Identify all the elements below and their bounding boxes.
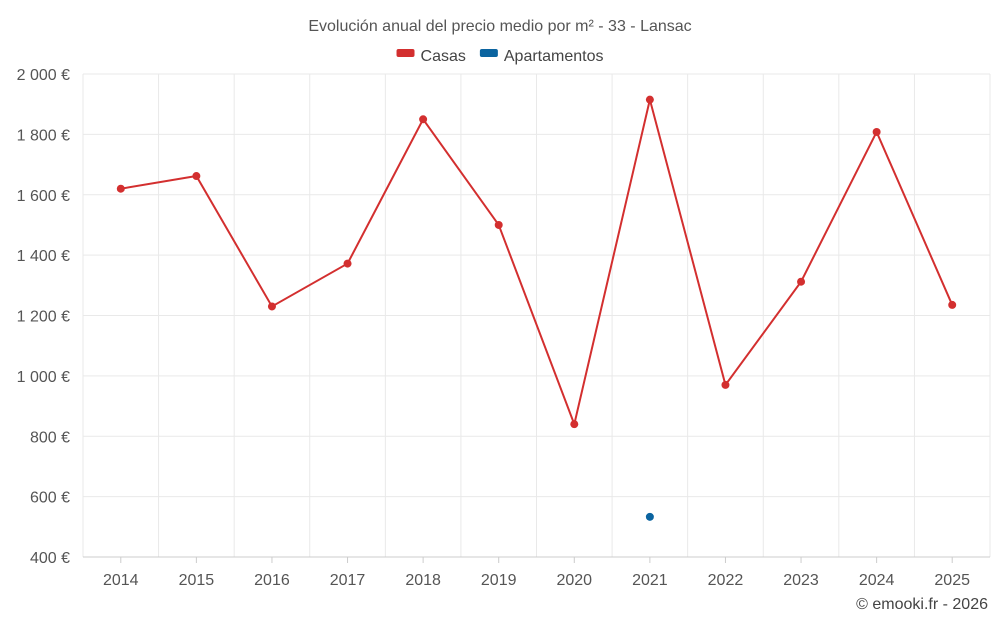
data-point-casas[interactable] xyxy=(343,259,352,268)
y-tick-label: 800 € xyxy=(30,429,70,446)
legend: Casas Apartamentos xyxy=(396,48,604,65)
y-tick-label: 1 400 € xyxy=(17,248,70,265)
data-point-casas[interactable] xyxy=(797,277,806,286)
credit-text: © emooki.fr - 2026 xyxy=(856,596,988,613)
data-point-casas[interactable] xyxy=(267,302,276,311)
x-tick-label: 2019 xyxy=(481,572,517,589)
y-tick-label: 1 800 € xyxy=(17,127,70,144)
x-tick-label: 2020 xyxy=(556,572,592,589)
x-tick-label: 2025 xyxy=(934,572,970,589)
data-point-casas[interactable] xyxy=(721,380,730,389)
series-casas xyxy=(116,95,957,429)
series-apartamentos xyxy=(645,512,654,521)
grid xyxy=(82,73,991,557)
x-tick-label: 2018 xyxy=(405,572,441,589)
x-tick-label: 2016 xyxy=(254,572,290,589)
x-tick-label: 2017 xyxy=(330,572,366,589)
data-point-apartamentos[interactable] xyxy=(645,512,654,521)
data-point-casas[interactable] xyxy=(192,172,201,181)
legend-label-casas[interactable]: Casas xyxy=(421,48,466,65)
axes: 400 € 600 € 800 € 1 000 € 1 200 € 1 400 € 1 60… xyxy=(17,67,990,589)
data-point-casas[interactable] xyxy=(419,115,428,124)
chart-title: Evolución anual del precio medio por m² … xyxy=(308,18,691,35)
data-point-casas[interactable] xyxy=(948,300,957,309)
data-point-casas[interactable] xyxy=(494,220,503,229)
x-tick-label: 2023 xyxy=(783,572,819,589)
y-tick-label: 1 000 € xyxy=(17,369,70,386)
series-line-casas xyxy=(120,99,954,428)
x-tick-label: 2021 xyxy=(632,572,668,589)
data-point-casas[interactable] xyxy=(872,127,881,136)
x-tick-label: 2022 xyxy=(708,572,744,589)
y-tick-label: 400 € xyxy=(30,550,70,567)
legend-swatch-casas[interactable] xyxy=(396,49,415,57)
series-layer xyxy=(116,95,957,521)
y-tick-label: 600 € xyxy=(30,490,70,507)
legend-swatch-apartamentos[interactable] xyxy=(479,49,498,57)
data-point-casas[interactable] xyxy=(570,420,579,429)
legend-label-apartamentos[interactable]: Apartamentos xyxy=(504,48,604,65)
x-tick-label: 2024 xyxy=(859,572,895,589)
data-point-casas[interactable] xyxy=(116,184,125,193)
data-point-casas[interactable] xyxy=(645,95,654,104)
x-tick-label: 2015 xyxy=(179,572,215,589)
y-tick-label: 1 200 € xyxy=(17,309,70,326)
x-tick-label: 2014 xyxy=(103,572,139,589)
y-tick-label: 2 000 € xyxy=(17,67,70,84)
y-tick-label: 1 600 € xyxy=(17,188,70,205)
